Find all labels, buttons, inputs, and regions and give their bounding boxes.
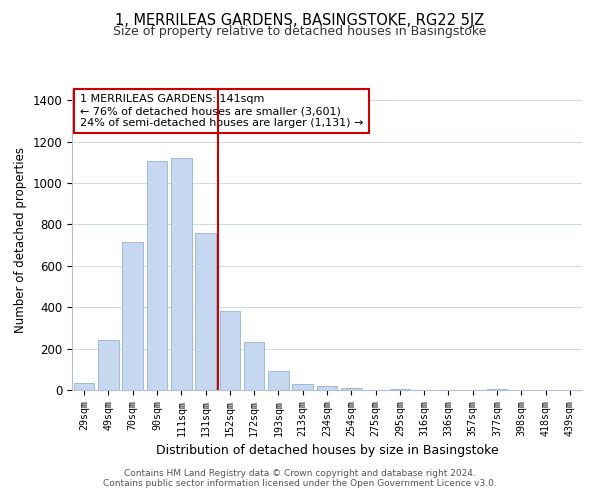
Bar [389,389,410,390]
Text: Size of property relative to detached houses in Basingstoke: Size of property relative to detached ho… [113,25,487,38]
Bar [341,388,362,390]
Bar [317,386,337,390]
Bar [146,162,167,390]
X-axis label: Distribution of detached houses by size in Basingstoke: Distribution of detached houses by size … [155,444,499,457]
Bar [268,372,289,390]
Bar [220,312,240,390]
Bar [244,342,265,390]
Bar [74,383,94,390]
Bar [292,384,313,390]
Bar [195,233,216,390]
Text: Contains HM Land Registry data © Crown copyright and database right 2024.: Contains HM Land Registry data © Crown c… [124,468,476,477]
Bar [122,242,143,390]
Bar [98,340,119,390]
Text: Contains public sector information licensed under the Open Government Licence v3: Contains public sector information licen… [103,478,497,488]
Bar [171,158,191,390]
Text: 1 MERRILEAS GARDENS: 141sqm
← 76% of detached houses are smaller (3,601)
24% of : 1 MERRILEAS GARDENS: 141sqm ← 76% of det… [80,94,363,128]
Text: 1, MERRILEAS GARDENS, BASINGSTOKE, RG22 5JZ: 1, MERRILEAS GARDENS, BASINGSTOKE, RG22 … [115,12,485,28]
Y-axis label: Number of detached properties: Number of detached properties [14,147,27,333]
Bar [487,389,508,390]
